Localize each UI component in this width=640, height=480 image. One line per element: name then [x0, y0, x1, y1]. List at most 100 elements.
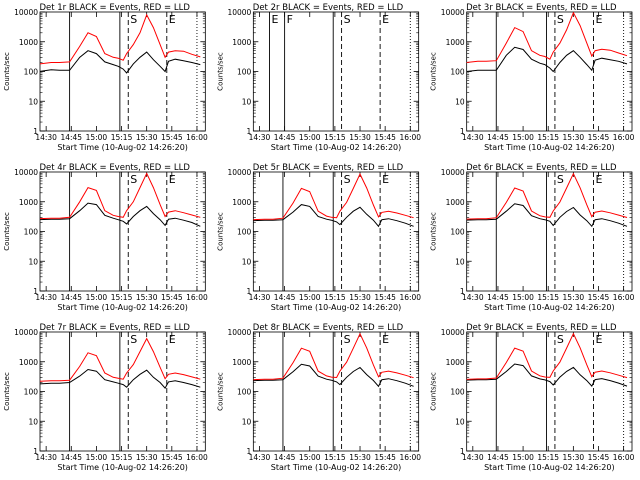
plot-frame	[252, 171, 420, 292]
y-axis-label: Counts/sec	[216, 372, 224, 411]
y-tick-label: 1	[33, 447, 38, 456]
x-axis-label: Start Time (10-Aug-02 14:26:20)	[271, 463, 402, 472]
panel-det-6: Det 6r BLACK = Events, RED = LLD 1 10 100 10…	[430, 163, 635, 312]
x-tick-label: 15:15	[111, 293, 133, 302]
y-tick-label: 1	[33, 127, 38, 136]
y-tick-label: 10000	[227, 328, 251, 337]
series-line-events	[466, 363, 628, 387]
y-axis-label: Counts/sec	[216, 212, 224, 251]
y-tick-label: 10	[28, 257, 38, 266]
panel-det-1: Det 1r BLACK = Events, RED = LLD 1 10 100 10…	[3, 3, 208, 152]
x-tick-label: 16:00	[186, 293, 208, 302]
x-tick-label: 15:30	[563, 293, 585, 302]
time-marker-label: S	[344, 13, 351, 26]
panel-title: Det 3r BLACK = Events, RED = LLD	[466, 3, 617, 13]
panel-det-5: Det 5r BLACK = Events, RED = LLD 1 10 100 10…	[216, 163, 421, 312]
series-line-lld	[40, 337, 201, 382]
panel-title: Det 8r BLACK = Events, RED = LLD	[253, 323, 404, 333]
time-marker-label: E	[169, 333, 176, 346]
x-tick-label: 14:45	[487, 133, 509, 142]
panel-title: Det 2r BLACK = Events, RED = LLD	[253, 3, 404, 13]
x-tick-label: 15:00	[86, 293, 108, 302]
y-tick-label: 100	[24, 68, 39, 77]
y-tick-label: 1000	[19, 358, 38, 367]
x-tick-label: 15:45	[161, 453, 183, 462]
x-tick-label: 15:00	[512, 453, 534, 462]
series-line-lld	[253, 172, 414, 221]
time-marker-label: E	[169, 13, 176, 26]
x-tick-label: 15:45	[588, 293, 610, 302]
y-tick-label: 100	[450, 388, 465, 397]
y-tick-label: 1000	[232, 38, 251, 47]
x-tick-label: 15:30	[349, 133, 371, 142]
plot-frame	[466, 171, 633, 292]
time-marker-label: E	[595, 173, 602, 186]
y-tick-label: 100	[24, 228, 39, 237]
y-tick-label: 1	[247, 287, 252, 296]
time-marker-label: E	[382, 333, 389, 346]
plot-frame	[39, 171, 206, 292]
x-tick-label: 15:45	[374, 453, 396, 462]
x-tick-label: 14:30	[249, 293, 271, 302]
y-tick-label: 1000	[446, 38, 465, 47]
time-marker-label: E	[595, 13, 602, 26]
series-line-events	[253, 363, 414, 388]
y-tick-label: 100	[24, 388, 39, 397]
panel-det-8: Det 8r BLACK = Events, RED = LLD 1 10 100 10…	[216, 323, 421, 472]
y-tick-label: 1	[460, 127, 465, 136]
panel-title: Det 7r BLACK = Events, RED = LLD	[39, 323, 190, 333]
x-tick-label: 16:00	[399, 453, 421, 462]
x-tick-label: 15:15	[324, 293, 346, 302]
y-axis-label: Counts/sec	[430, 372, 438, 411]
y-tick-label: 10	[455, 97, 465, 106]
x-tick-label: 15:00	[512, 293, 534, 302]
time-marker-label: S	[557, 333, 564, 346]
series-line-lld	[40, 13, 201, 65]
panel-det-4: Det 4r BLACK = Events, RED = LLD 1 10 100 10…	[3, 163, 208, 312]
y-tick-label: 100	[237, 68, 252, 77]
series-line-events	[40, 368, 201, 389]
panel-det-3: Det 3r BLACK = Events, RED = LLD 1 10 100 10…	[430, 3, 635, 152]
y-tick-label: 1000	[446, 358, 465, 367]
y-tick-label: 10	[455, 417, 465, 426]
x-tick-label: 14:45	[60, 133, 82, 142]
y-axis-label: Counts/sec	[3, 52, 11, 91]
y-tick-label: 100	[237, 228, 252, 237]
x-tick-label: 14:30	[249, 133, 271, 142]
panel-title: Det 1r BLACK = Events, RED = LLD	[39, 3, 190, 13]
x-tick-label: 15:30	[136, 293, 158, 302]
x-tick-label: 15:15	[537, 453, 559, 462]
y-tick-label: 10000	[441, 328, 465, 337]
y-tick-label: 1	[460, 287, 465, 296]
x-tick-label: 14:45	[60, 293, 82, 302]
x-tick-label: 14:30	[249, 453, 271, 462]
x-axis-label: Start Time (10-Aug-02 14:26:20)	[57, 143, 188, 152]
series-line-events	[466, 46, 628, 73]
y-tick-label: 10000	[14, 8, 38, 17]
y-tick-label: 100	[237, 388, 252, 397]
x-axis-label: Start Time (10-Aug-02 14:26:20)	[484, 303, 615, 312]
time-marker-label: F	[287, 13, 293, 26]
y-tick-label: 10	[28, 97, 38, 106]
time-marker-label: S	[557, 13, 564, 26]
y-tick-label: 10000	[441, 168, 465, 177]
x-tick-label: 15:30	[136, 453, 158, 462]
time-marker-label: E	[382, 13, 389, 26]
x-tick-label: 15:30	[563, 133, 585, 142]
time-marker-label: E	[272, 13, 279, 26]
x-tick-label: 16:00	[399, 133, 421, 142]
x-tick-label: 15:00	[299, 453, 321, 462]
panel-title: Det 9r BLACK = Events, RED = LLD	[466, 323, 617, 333]
time-marker-label: S	[344, 333, 351, 346]
x-tick-label: 15:15	[324, 453, 346, 462]
y-axis-label: Counts/sec	[430, 212, 438, 251]
x-tick-label: 15:30	[349, 453, 371, 462]
x-tick-label: 15:00	[512, 133, 534, 142]
x-tick-label: 15:45	[374, 293, 396, 302]
y-tick-label: 10	[455, 257, 465, 266]
x-tick-label: 15:30	[563, 453, 585, 462]
time-marker-label: E	[595, 333, 602, 346]
series-line-lld	[466, 12, 628, 63]
y-tick-label: 1	[460, 447, 465, 456]
x-tick-label: 15:00	[299, 293, 321, 302]
